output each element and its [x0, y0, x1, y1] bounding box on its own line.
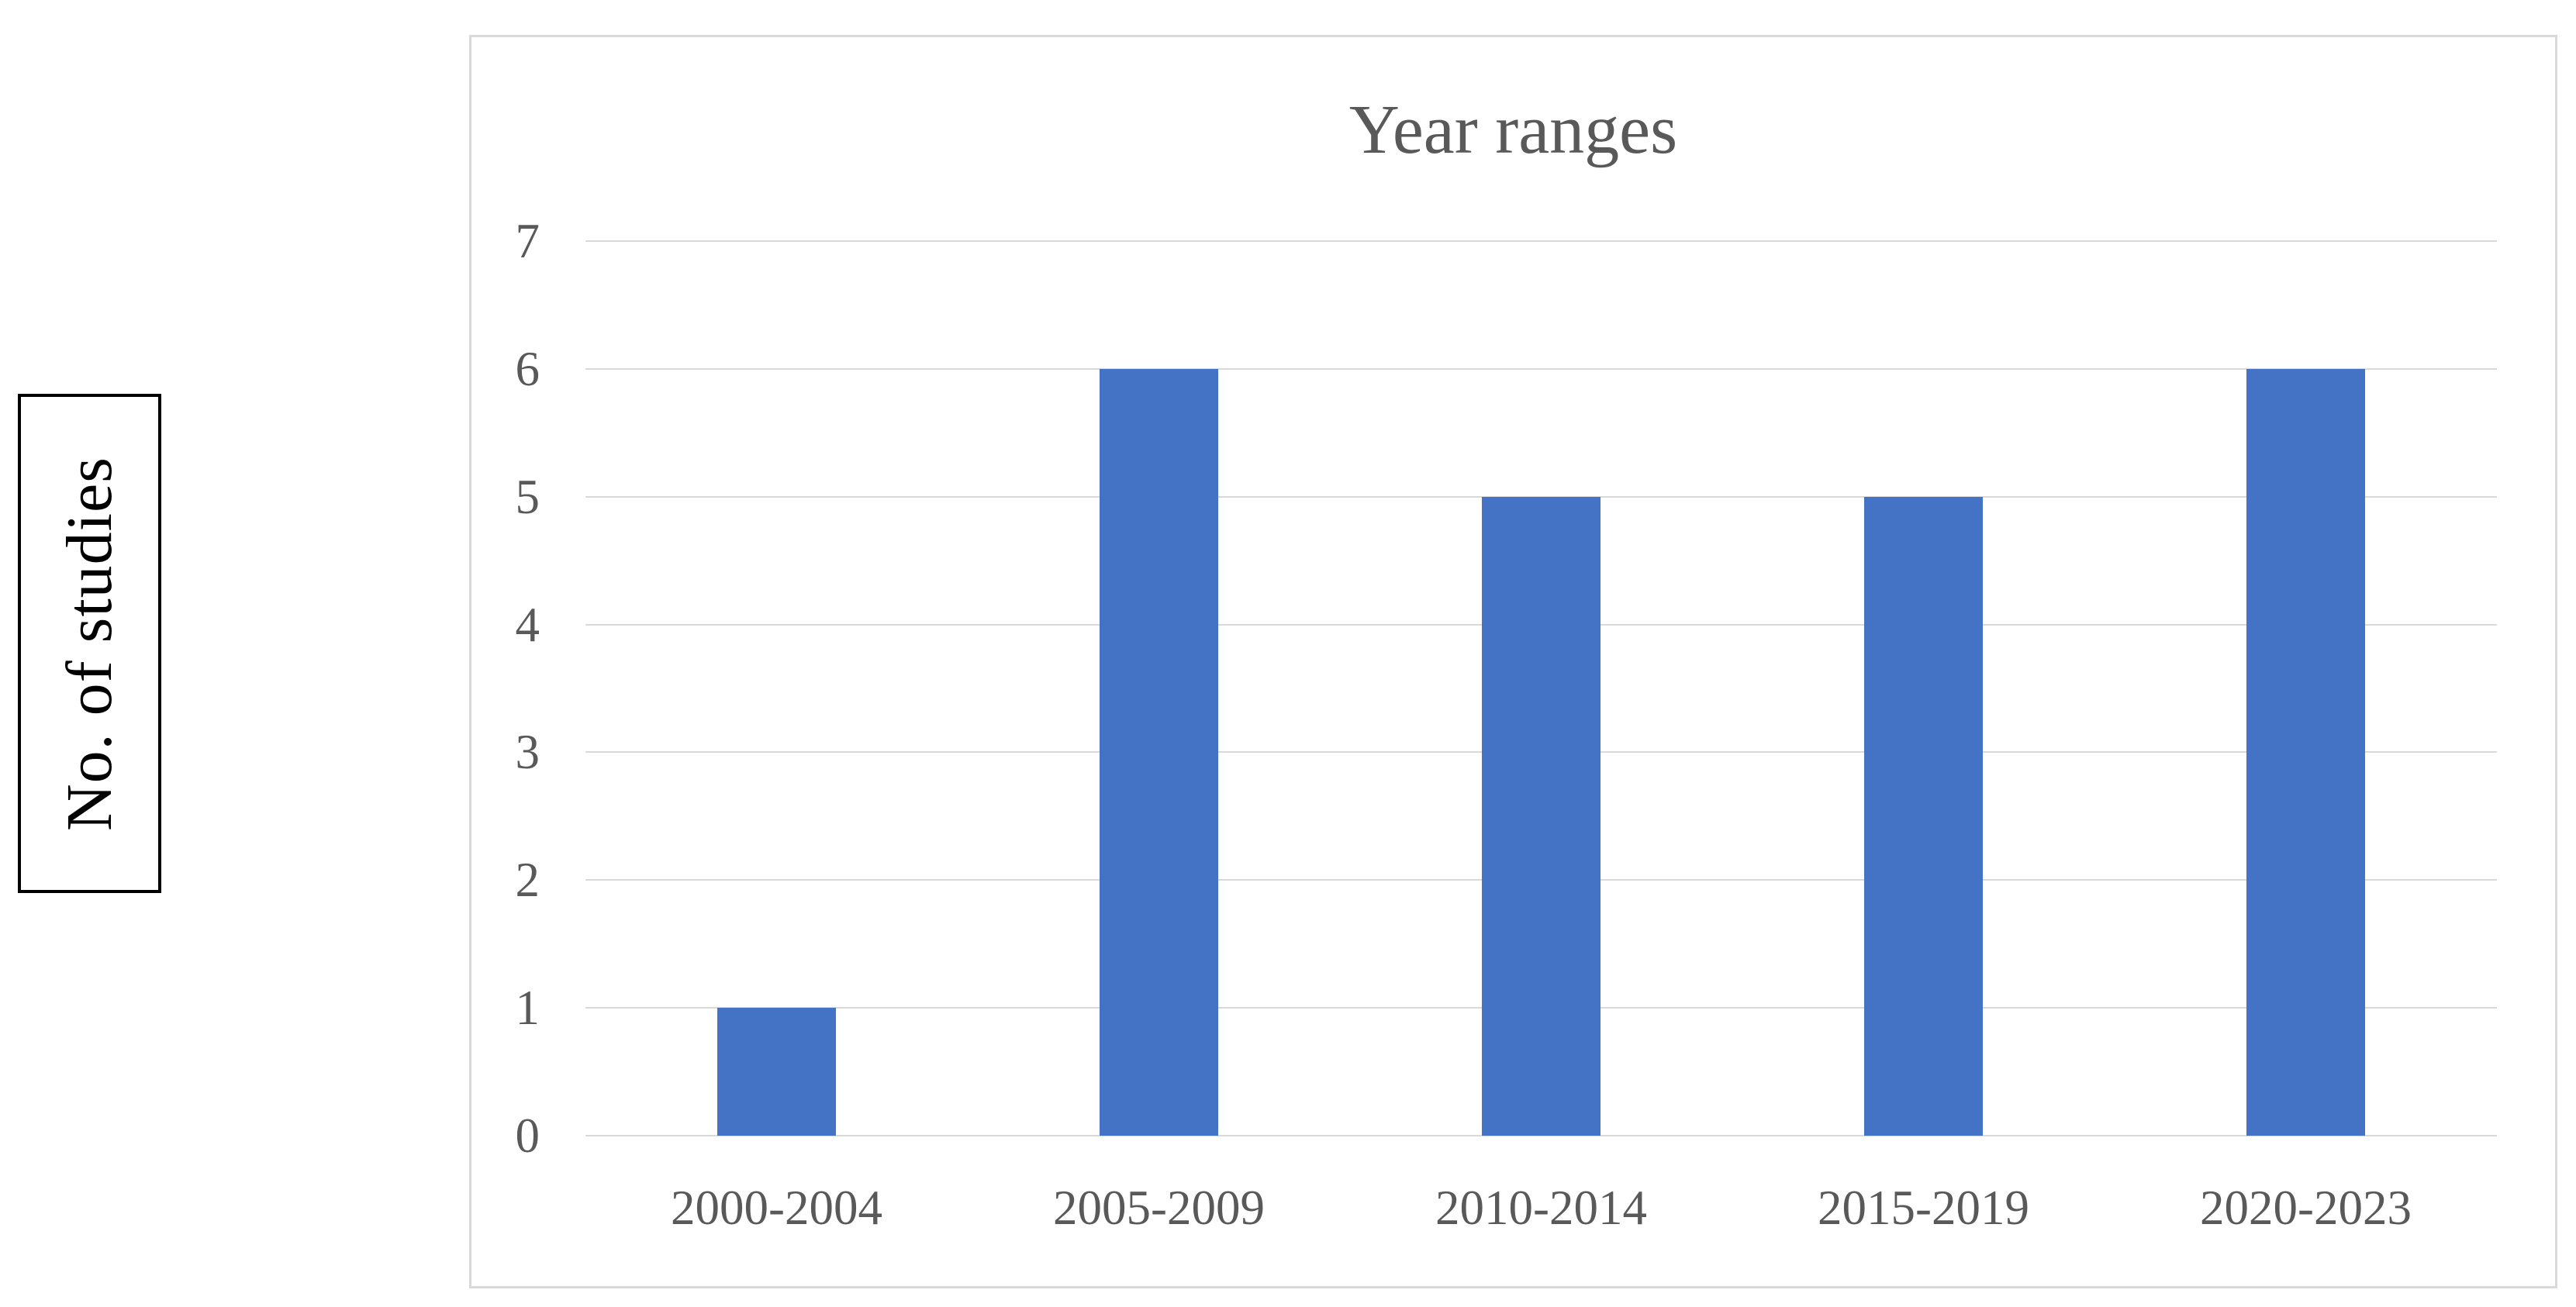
y-tick-label-7: 7 [515, 214, 540, 268]
x-category-label-2020-2023: 2020-2023 [2200, 1181, 2412, 1235]
bar-2020-2023 [2246, 368, 2365, 1136]
bar-2000-2004 [717, 1008, 836, 1136]
bar-2010-2014 [1482, 496, 1601, 1136]
plot-area [585, 240, 2497, 1136]
x-category-label-2005-2009: 2005-2009 [1053, 1181, 1265, 1235]
chart-title: Year ranges [1348, 91, 1678, 168]
gridline-y-0 [585, 1135, 2497, 1136]
y-axis-title-box: No. of studies [18, 394, 161, 893]
x-category-label-2010-2014: 2010-2014 [1435, 1181, 1647, 1235]
y-tick-label-1: 1 [515, 981, 540, 1036]
y-axis-title: No. of studies [54, 456, 126, 831]
gridline-y-5 [585, 495, 2497, 498]
chart-area: Year ranges 0 1 2 3 4 5 6 7 2000-2004 2005-2009 2… [469, 35, 2557, 1288]
gridline-y-7 [585, 240, 2497, 242]
x-category-label-2015-2019: 2015-2019 [1818, 1181, 2029, 1235]
y-tick-label-6: 6 [515, 341, 540, 396]
x-category-label-2000-2004: 2000-2004 [671, 1181, 882, 1235]
y-tick-label-4: 4 [515, 597, 540, 652]
y-tick-label-0: 0 [515, 1109, 540, 1163]
bar-2015-2019 [1864, 496, 1983, 1136]
y-tick-label-3: 3 [515, 725, 540, 780]
y-tick-label-2: 2 [515, 853, 540, 908]
y-tick-label-5: 5 [515, 469, 540, 524]
bar-2005-2009 [1100, 368, 1218, 1136]
gridline-y-6 [585, 367, 2497, 370]
